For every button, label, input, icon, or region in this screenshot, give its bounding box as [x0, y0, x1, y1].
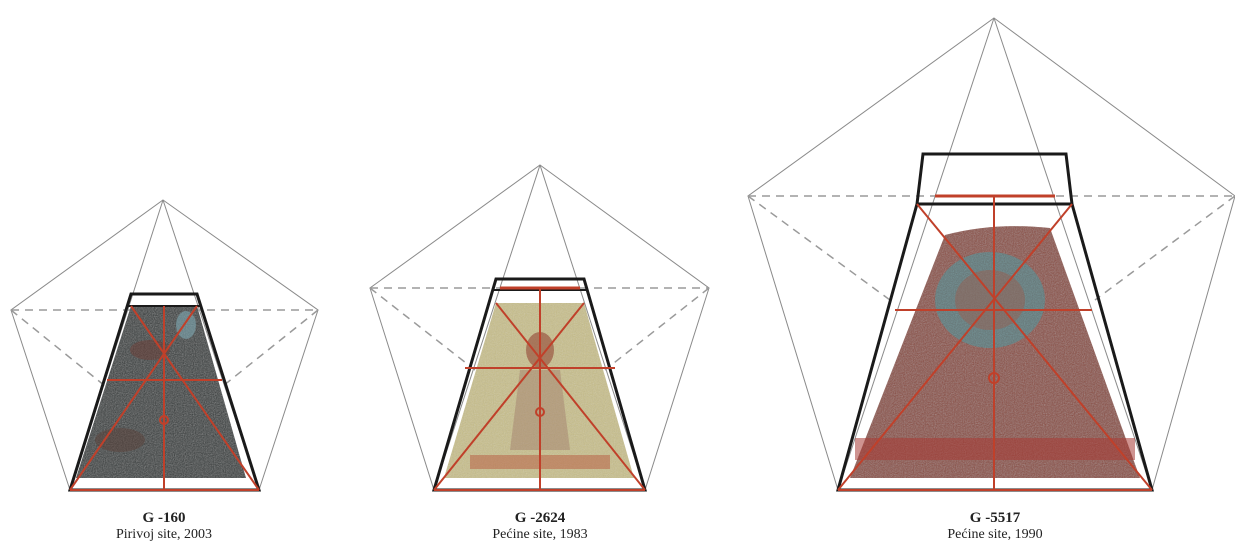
texture-patch	[935, 252, 1045, 348]
dashed-line	[10, 309, 111, 391]
construction-line	[433, 164, 541, 491]
texture-patch	[176, 311, 196, 339]
dashed-line	[1094, 195, 1235, 301]
figure-id: G -5517	[969, 510, 1021, 526]
dashed-line	[747, 195, 891, 301]
center-point	[535, 407, 545, 417]
figure-site: Pećine site, 1990	[947, 527, 1043, 542]
figure-id: G -2624	[514, 510, 566, 526]
figure-site: Pirivoj site, 2003	[115, 527, 213, 542]
texture-patch	[130, 340, 170, 360]
figure-g160	[10, 199, 319, 492]
figure-site: Pećine site, 1983	[492, 527, 588, 542]
texture-patch	[95, 428, 145, 452]
figure-id: G -160	[142, 510, 186, 526]
figure-g2624	[369, 164, 710, 492]
dashed-line	[217, 309, 319, 391]
construction-line	[837, 17, 995, 491]
axis-lines	[433, 286, 646, 491]
dashed-line	[369, 287, 476, 371]
axis-lines	[69, 305, 260, 491]
construction-line	[539, 164, 646, 491]
caption-g2624: G -2624 Pećine site, 1983	[420, 510, 660, 543]
texture-patch	[955, 270, 1025, 330]
center-point	[988, 372, 1000, 384]
construction-line	[993, 17, 1153, 491]
center-point	[159, 415, 169, 425]
axis-lines	[837, 194, 1153, 491]
figure-g5517	[747, 17, 1235, 492]
caption-g5517: G -5517 Pećine site, 1990	[875, 510, 1115, 543]
caption-g160: G -160 Pirivoj site, 2003	[44, 510, 284, 543]
dashed-line	[604, 287, 710, 371]
